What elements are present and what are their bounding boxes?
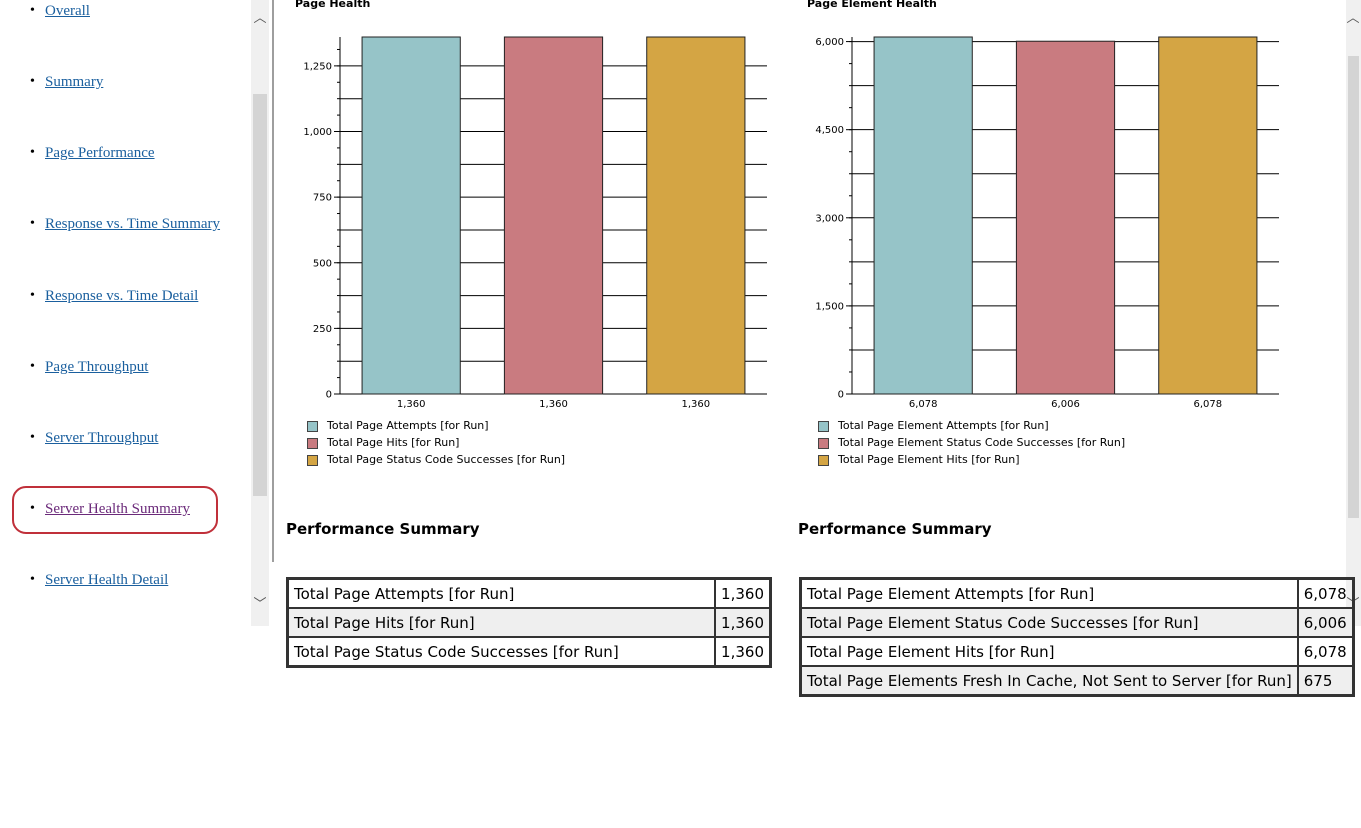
performance-summary-title: Performance Summary xyxy=(286,520,480,538)
x-tick-label: 6,006 xyxy=(1051,399,1080,410)
bar xyxy=(873,36,973,395)
chart-title-page-health: Page Health xyxy=(295,0,371,10)
x-tick-label: 1,360 xyxy=(682,399,711,410)
bullet: • xyxy=(30,572,35,587)
row-value: 6,006 xyxy=(1296,607,1355,638)
main-scrollbar[interactable]: ︿ ﹀ xyxy=(1346,0,1361,626)
table-row: Total Page Element Status Code Successes… xyxy=(799,607,1355,638)
legend-label: Total Page Element Attempts [for Run] xyxy=(838,419,1049,432)
table-row: Total Page Hits [for Run] 1,360 xyxy=(286,607,772,638)
y-tick-label: 750 xyxy=(313,193,332,204)
chevron-up-icon[interactable]: ︿ xyxy=(1346,11,1360,26)
nav-scroll-thumb[interactable] xyxy=(253,94,267,496)
legend-label: Total Page Element Status Code Successes… xyxy=(838,436,1126,449)
performance-summary-title: Performance Summary xyxy=(798,520,992,538)
bullet: • xyxy=(30,3,35,18)
legend-label: Total Page Element Hits [for Run] xyxy=(838,453,1020,466)
page-health-chart: 0 250 500 750 1,000 1,250 1,360 1,360 1,360 xyxy=(303,36,767,410)
legend-swatch-rose xyxy=(307,438,318,449)
nav-link-response-vs-time-summary[interactable]: Response vs. Time Summary xyxy=(45,216,221,232)
page-element-summary-table: Total Page Element Attempts [for Run] 6,0… xyxy=(799,577,1355,697)
page-element-health-legend: Total Page Element Attempts [for Run] To… xyxy=(818,419,1138,475)
table-row: Total Page Element Attempts [for Run] 6,0… xyxy=(799,577,1355,609)
main-scroll-thumb[interactable] xyxy=(1348,56,1359,518)
y-tick-label: 0 xyxy=(838,390,844,401)
row-value: 6,078 xyxy=(1296,577,1355,609)
bar xyxy=(503,36,604,395)
bullet: • xyxy=(30,288,35,303)
nav-scrollbar[interactable]: ︿ ﹀ xyxy=(251,0,269,626)
legend-swatch-rose xyxy=(818,438,829,449)
nav-link-server-throughput[interactable]: Server Throughput xyxy=(45,430,159,446)
chevron-down-icon[interactable]: ﹀ xyxy=(253,597,267,612)
bar xyxy=(1015,40,1116,395)
table-row: Total Page Element Hits [for Run] 6,078 xyxy=(799,636,1355,667)
x-tick-label: 1,360 xyxy=(539,399,568,410)
y-tick-label: 500 xyxy=(313,258,332,269)
row-label: Total Page Attempts [for Run] xyxy=(286,577,717,609)
pane-divider[interactable] xyxy=(272,0,274,562)
y-tick-label: 1,500 xyxy=(815,301,844,312)
y-tick-label: 1,250 xyxy=(303,61,332,72)
bullet: • xyxy=(30,501,35,516)
nav-link-summary[interactable]: Summary xyxy=(45,74,104,90)
legend-label: Total Page Attempts [for Run] xyxy=(327,419,489,432)
bar xyxy=(361,36,461,395)
table-row: Total Page Status Code Successes [for Ru… xyxy=(286,636,772,668)
nav-link-server-health-summary[interactable]: Server Health Summary xyxy=(45,501,190,517)
legend-swatch-teal xyxy=(307,421,318,432)
row-label: Total Page Element Attempts [for Run] xyxy=(799,577,1299,609)
row-label: Total Page Element Hits [for Run] xyxy=(799,636,1299,667)
bullet: • xyxy=(30,145,35,160)
table-row: Total Page Elements Fresh In Cache, Not … xyxy=(799,665,1355,697)
page-health-legend: Total Page Attempts [for Run] Total Page… xyxy=(307,419,607,475)
legend-label: Total Page Hits [for Run] xyxy=(327,436,460,449)
row-value: 675 xyxy=(1296,665,1355,697)
y-tick-label: 6,000 xyxy=(815,37,844,48)
row-label: Total Page Hits [for Run] xyxy=(286,607,717,638)
chevron-up-icon[interactable]: ︿ xyxy=(253,11,267,26)
bullet: • xyxy=(30,359,35,374)
x-tick-label: 6,078 xyxy=(1194,399,1223,410)
x-tick-label: 6,078 xyxy=(909,399,938,410)
report-nav: • Overall • Summary • Page Performance • Res… xyxy=(0,0,250,620)
page-element-health-chart: 0 1,500 3,000 4,500 6,000 6,078 6,006 6,078 xyxy=(815,36,1279,410)
row-value: 1,360 xyxy=(714,607,772,638)
x-tick-label: 1,360 xyxy=(397,399,426,410)
nav-link-page-throughput[interactable]: Page Throughput xyxy=(45,359,149,375)
row-label: Total Page Status Code Successes [for Ru… xyxy=(286,636,717,668)
nav-link-server-health-detail[interactable]: Server Health Detail xyxy=(45,572,169,588)
bullet: • xyxy=(30,430,35,445)
bullet: • xyxy=(30,216,35,231)
row-value: 1,360 xyxy=(714,636,772,668)
row-value: 1,360 xyxy=(714,577,772,609)
bar xyxy=(1158,36,1258,395)
nav-link-overall[interactable]: Overall xyxy=(45,3,90,19)
legend-swatch-gold xyxy=(818,455,829,466)
y-tick-label: 4,500 xyxy=(815,125,844,136)
y-tick-label: 250 xyxy=(313,324,332,335)
y-tick-label: 0 xyxy=(326,390,332,401)
table-row: Total Page Attempts [for Run] 1,360 xyxy=(286,577,772,609)
legend-label: Total Page Status Code Successes [for Ru… xyxy=(327,453,566,466)
bullet: • xyxy=(30,74,35,89)
highlight-annotation xyxy=(12,486,218,534)
y-tick-label: 1,000 xyxy=(303,127,332,138)
legend-swatch-gold xyxy=(307,455,318,466)
row-value: 6,078 xyxy=(1296,636,1355,667)
legend-swatch-teal xyxy=(818,421,829,432)
bar xyxy=(646,36,746,395)
nav-link-page-performance[interactable]: Page Performance xyxy=(45,145,155,161)
row-label: Total Page Element Status Code Successes… xyxy=(799,607,1299,638)
page-summary-table: Total Page Attempts [for Run] 1,360 Total… xyxy=(286,577,772,668)
nav-link-response-vs-time-detail[interactable]: Response vs. Time Detail xyxy=(45,288,199,304)
chart-title-page-element-health: Page Element Health xyxy=(807,0,937,10)
row-label: Total Page Elements Fresh In Cache, Not … xyxy=(799,665,1299,697)
y-tick-label: 3,000 xyxy=(815,213,844,224)
